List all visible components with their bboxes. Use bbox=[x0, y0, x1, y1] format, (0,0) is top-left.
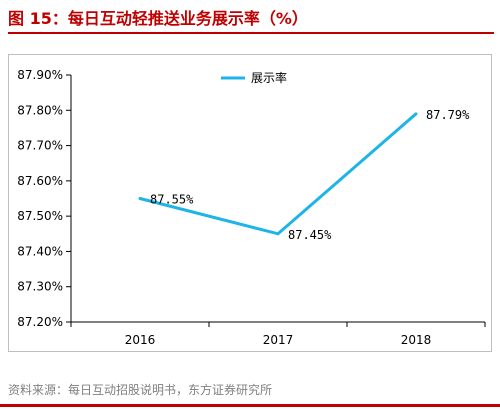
data-point bbox=[414, 112, 418, 116]
line-chart: 87.20% 87.30% 87.40% 87.50% 87.60% 87.70% 87.8… bbox=[17, 68, 486, 347]
y-tick-label: 87.30% bbox=[17, 280, 63, 294]
y-tick-label: 87.80% bbox=[17, 103, 63, 117]
data-label: 87.79% bbox=[426, 108, 470, 122]
data-label: 87.55% bbox=[150, 193, 194, 207]
legend-label: 展示率 bbox=[251, 70, 287, 85]
y-tick-label: 87.20% bbox=[17, 315, 63, 329]
y-tick-label: 87.90% bbox=[17, 68, 63, 82]
x-tick-label: 2018 bbox=[401, 333, 432, 347]
y-tick-label: 87.40% bbox=[17, 244, 63, 258]
data-point bbox=[276, 232, 280, 236]
data-point bbox=[138, 197, 142, 200]
figure-title: 图 15：每日互动轻推送业务展示率（%） bbox=[8, 6, 494, 34]
y-tick-label: 87.70% bbox=[17, 139, 63, 153]
y-tick-label: 87.60% bbox=[17, 174, 63, 188]
chart-frame: 87.20% 87.30% 87.40% 87.50% 87.60% 87.70% 87.8… bbox=[8, 54, 492, 352]
y-tick-label: 87.50% bbox=[17, 209, 63, 223]
series-line-展示率 bbox=[139, 112, 417, 236]
bottom-rule bbox=[0, 404, 500, 407]
data-label: 87.45% bbox=[288, 228, 332, 242]
x-tick-label: 2016 bbox=[125, 333, 156, 347]
source-note: 资料来源：每日互动招股说明书，东方证券研究所 bbox=[8, 383, 273, 397]
x-tick-label: 2017 bbox=[263, 333, 294, 347]
